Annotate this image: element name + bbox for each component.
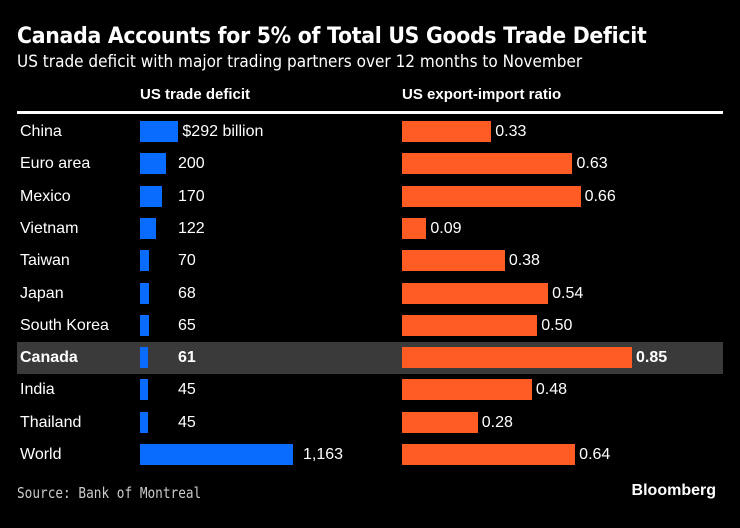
ratio-value-label: 0.66 (584, 187, 616, 205)
deficit-value-label: 200 (178, 155, 205, 173)
category-label: China (20, 123, 62, 140)
table-row: Canada 61 0.85 (0, 342, 740, 375)
ratio-value-label: 0.63 (576, 155, 608, 173)
ratio-value-label: 0.33 (495, 123, 527, 140)
category-label: World (20, 446, 62, 463)
ratio-value-label: 0.50 (541, 316, 573, 334)
deficit-bar (140, 153, 167, 175)
category-label: Euro area (20, 155, 91, 173)
ratio-bar (402, 282, 549, 304)
deficit-bar (140, 347, 149, 369)
table-row: Vietnam 122 0.09 (0, 213, 740, 245)
category-label: India (20, 381, 55, 399)
category-label: Thailand (20, 413, 82, 431)
chart-title: Canada Accounts for 5% of Total US Goods… (17, 24, 647, 49)
ratio-bar (402, 121, 492, 142)
column-header-trade-deficit: US trade deficit (140, 86, 251, 103)
bloomberg-logo: Bloomberg (631, 482, 716, 499)
table-row: Taiwan 70 0.38 (0, 245, 740, 277)
category-label: Vietnam (20, 219, 79, 237)
deficit-bar (140, 185, 163, 207)
deficit-value-label: $292 billion (182, 123, 264, 140)
table-row: Thailand 45 0.28 (0, 407, 740, 439)
ratio-value-label: 0.28 (481, 413, 513, 431)
ratio-bar (402, 314, 538, 336)
table-row: India 45 0.48 (0, 374, 740, 406)
deficit-bar (140, 217, 157, 239)
ratio-value-label: 0.54 (552, 284, 584, 302)
category-label: Canada (20, 349, 78, 367)
column-header-export-import-ratio: US export-import ratio (402, 86, 562, 103)
ratio-bar (402, 185, 581, 207)
header-rule (17, 111, 723, 114)
deficit-value-label: 122 (178, 219, 205, 237)
deficit-value-label: 70 (178, 252, 196, 270)
ratio-bar (402, 347, 632, 369)
ratio-bar (402, 444, 576, 465)
category-label: Mexico (20, 187, 71, 205)
deficit-bar (140, 250, 150, 272)
ratio-bar (402, 379, 532, 401)
ratio-bar (402, 217, 427, 239)
deficit-value-label: 68 (178, 284, 196, 302)
category-label: South Korea (20, 316, 109, 334)
deficit-bar (140, 444, 293, 465)
ratio-value-label: 0.85 (636, 349, 668, 367)
deficit-value-label: 1,163 (303, 446, 344, 463)
table-row: Mexico 170 0.66 (0, 181, 740, 213)
deficit-bar (140, 314, 149, 336)
ratio-bar (402, 411, 478, 433)
deficit-value-label: 170 (178, 187, 205, 205)
deficit-bar (140, 379, 148, 401)
table-row: Japan 68 0.54 (0, 278, 740, 310)
deficit-value-label: 45 (178, 413, 196, 431)
category-label: Taiwan (20, 252, 70, 270)
category-label: Japan (20, 284, 64, 302)
chart-subtitle: US trade deficit with major trading part… (17, 52, 583, 72)
ratio-value-label: 0.09 (430, 219, 462, 237)
ratio-value-label: 0.48 (535, 381, 568, 399)
table-row: Euro area 200 0.63 (0, 148, 740, 180)
deficit-value-label: 45 (178, 381, 196, 399)
ratio-bar (402, 153, 573, 175)
deficit-value-label: 61 (178, 349, 196, 367)
ratio-value-label: 0.38 (508, 252, 540, 270)
table-row: China $292 billion 0.33 (0, 116, 740, 148)
deficit-bar (140, 282, 149, 304)
deficit-value-label: 65 (178, 316, 196, 334)
source-note: Source: Bank of Montreal (17, 484, 202, 502)
deficit-bar (140, 411, 148, 433)
ratio-bar (402, 250, 505, 272)
table-row: World 1,163 0.64 (0, 439, 740, 471)
deficit-bar (140, 121, 179, 142)
table-row: South Korea 65 0.50 (0, 310, 740, 342)
ratio-value-label: 0.64 (579, 446, 611, 463)
